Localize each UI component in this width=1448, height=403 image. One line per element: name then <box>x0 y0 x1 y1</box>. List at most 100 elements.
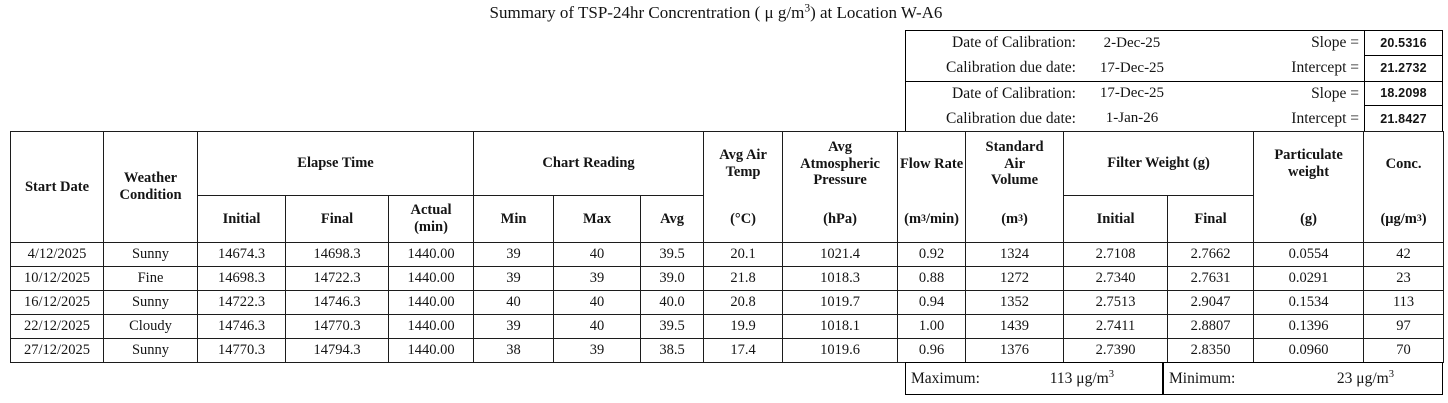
table-cell: 1272 <box>965 266 1065 291</box>
table-row: 10/12/2025 Fine 14698.3 14722.3 1440.00 39 39 3… <box>10 266 1445 291</box>
table-cell: 38.5 <box>640 338 705 363</box>
col-header-elapse-actual: Actual (min) <box>387 195 475 243</box>
table-cell: 19.9 <box>703 314 784 339</box>
table-cell: 23 <box>1363 266 1445 291</box>
table-cell: 38 <box>473 338 555 363</box>
col-group-chart-reading: Chart Reading <box>473 131 705 196</box>
page-title: Summary of TSP-24hr Concrentration ( μ g… <box>489 1 943 22</box>
header-row-2: Initial Final Actual (min) Min Max Avg I… <box>11 195 1444 243</box>
col-header-chart-max: Max <box>553 195 642 243</box>
header-unit: (μg/m 3) <box>1380 210 1427 227</box>
table-cell: 2.7513 <box>1063 290 1169 315</box>
header-unit: (m 3/min) <box>904 210 959 227</box>
table-cell: 39.5 <box>640 314 705 339</box>
calibration-due-label: Calibration due date: <box>946 109 1076 127</box>
calibration-due-value: 1-Jan-26 <box>1105 110 1159 127</box>
table-cell: 14746.3 <box>197 314 286 339</box>
intercept-value: 21.8427 <box>1364 106 1442 131</box>
table-cell: 14722.3 <box>197 290 286 315</box>
col-group-filter-weight: Filter Weight (g) <box>1063 131 1255 196</box>
table-cell: 0.0960 <box>1253 338 1365 363</box>
table-cell: 1324 <box>965 242 1065 267</box>
table-cell: 14794.3 <box>285 338 389 363</box>
slope-value: 18.2098 <box>1364 81 1442 107</box>
table-cell: 1439 <box>965 314 1065 339</box>
table-cell: 1440.00 <box>387 338 475 363</box>
table-cell: 40 <box>553 290 642 315</box>
table-cell: 2.7390 <box>1063 338 1169 363</box>
table-cell: 14722.3 <box>285 266 389 291</box>
table-cell: 14770.3 <box>285 314 389 339</box>
header-unit: (hPa) <box>823 210 857 227</box>
table-cell: 1019.6 <box>782 338 899 363</box>
table-cell: 42 <box>1363 242 1445 267</box>
col-header-avg-atmospheric-pressure: Avg Atmospheric Pressure (hPa) <box>782 131 899 243</box>
header-label: Conc. <box>1385 155 1422 172</box>
table-cell: 0.92 <box>897 242 967 267</box>
table-cell: 39.0 <box>640 266 705 291</box>
table-cell: 2.7631 <box>1167 266 1255 291</box>
table-cell: 39 <box>473 314 555 339</box>
calibration-date-value: 2-Dec-25 <box>1103 34 1161 51</box>
intercept-label: Intercept = <box>1291 59 1359 77</box>
table-cell: 0.88 <box>897 266 967 291</box>
table-cell: 39 <box>553 266 642 291</box>
intercept-label: Intercept = <box>1291 109 1359 127</box>
calibration-date-value: 17-Dec-25 <box>1099 85 1165 102</box>
table-cell: 40 <box>473 290 555 315</box>
table-cell: 40 <box>553 314 642 339</box>
table-cell: 1440.00 <box>387 314 475 339</box>
col-header-elapse-final: Final <box>285 195 389 243</box>
table-cell: Cloudy <box>103 314 198 339</box>
header-unit: (g) <box>1300 210 1317 227</box>
table-cell: 97 <box>1363 314 1445 339</box>
table-cell: Sunny <box>103 242 198 267</box>
table-cell: 70 <box>1363 338 1445 363</box>
table-cell: 27/12/2025 <box>10 338 104 363</box>
table-cell: 1440.00 <box>387 290 475 315</box>
table-cell: 0.0554 <box>1253 242 1365 267</box>
header-label: Avg Atmospheric Pressure <box>800 139 880 189</box>
col-header-particulate-weight: Particulate weight (g) <box>1253 131 1365 243</box>
table-cell: 1.00 <box>897 314 967 339</box>
slope-label: Slope = <box>1311 84 1359 102</box>
table-cell: 39.5 <box>640 242 705 267</box>
col-header-weather-condition: Weather Condition <box>103 131 198 243</box>
table-cell: 1440.00 <box>387 242 475 267</box>
table-cell: 14770.3 <box>197 338 286 363</box>
table-cell: 22/12/2025 <box>10 314 104 339</box>
table-cell: 16/12/2025 <box>10 290 104 315</box>
calibration-row: Calibration due date: 1-Jan-26 Intercept… <box>906 106 1442 131</box>
table-cell: 1440.00 <box>387 266 475 291</box>
calibration-due-value: 17-Dec-25 <box>1099 59 1165 76</box>
table-cell: 40 <box>553 242 642 267</box>
table-cell: 1018.1 <box>782 314 899 339</box>
table-cell: 2.7662 <box>1167 242 1255 267</box>
col-group-elapse-time: Elapse Time <box>196 131 475 196</box>
table-cell: 1352 <box>965 290 1065 315</box>
col-header-concentration: Conc. (μg/m 3) <box>1363 131 1445 243</box>
table-cell: 14746.3 <box>285 290 389 315</box>
table-cell: 17.4 <box>703 338 784 363</box>
table-cell: 2.7108 <box>1063 242 1169 267</box>
slope-value: 20.5316 <box>1364 31 1442 56</box>
maximum-label: Maximum: <box>911 369 980 387</box>
table-cell: 14698.3 <box>285 242 389 267</box>
col-header-filter-final: Final <box>1167 195 1255 243</box>
table-cell: Fine <box>103 266 198 291</box>
header-unit: (°C) <box>730 210 757 227</box>
col-header-chart-min: Min <box>473 195 555 243</box>
table-cell: 0.1534 <box>1253 290 1365 315</box>
calibration-date-label: Date of Calibration: <box>952 34 1076 52</box>
table-cell: 21.8 <box>703 266 784 291</box>
calibration-panel: Date of Calibration: 2-Dec-25 Slope = 20… <box>905 30 1443 132</box>
header-label: Avg Air Temp <box>719 147 767 180</box>
calibration-due-label: Calibration due date: <box>946 59 1076 77</box>
table-cell: 2.8350 <box>1167 338 1255 363</box>
table-body: 4/12/2025 Sunny 14674.3 14698.3 1440.00 39 40 3… <box>10 242 1445 363</box>
table-cell: 10/12/2025 <box>10 266 104 291</box>
header-row-1: Start Date Weather Condition Elapse Time… <box>10 131 1445 243</box>
table-row: 27/12/2025 Sunny 14770.3 14794.3 1440.00 38 39… <box>10 338 1445 363</box>
tsp-summary-table: Start Date Weather Condition Elapse Time… <box>10 131 1445 363</box>
